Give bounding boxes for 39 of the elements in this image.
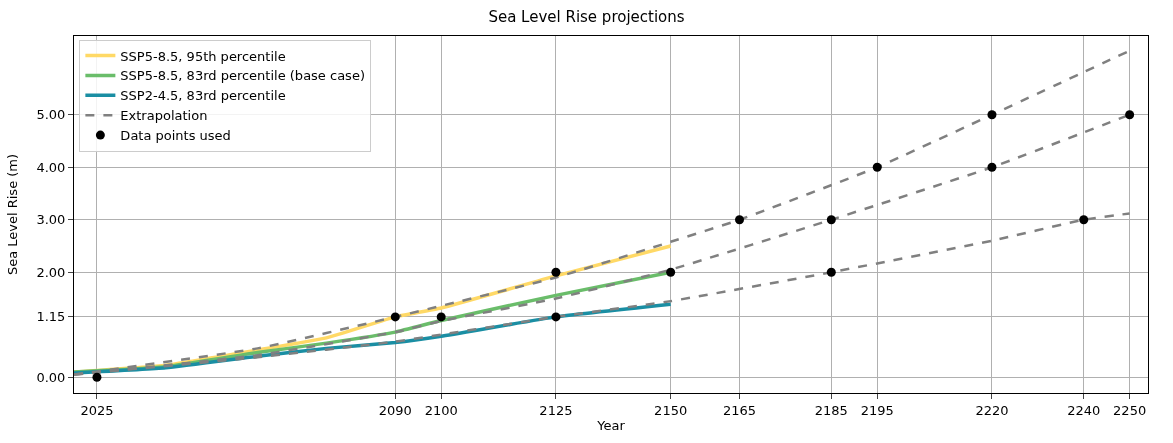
x-axis-title: Year — [596, 418, 626, 434]
point — [1125, 110, 1135, 120]
y-tick-label: 5.00 — [36, 107, 66, 123]
y-axis-title: Sea Level Rise (m) — [5, 153, 21, 276]
point — [872, 162, 882, 172]
point — [1079, 215, 1089, 225]
legend-label: SSP2-4.5, 83rd percentile — [120, 88, 286, 104]
point — [666, 267, 676, 277]
point — [987, 110, 997, 120]
x-tick-label: 2185 — [814, 402, 848, 418]
chart-title: Sea Level Rise projections — [488, 7, 685, 26]
x-tick-label: 2125 — [539, 402, 573, 418]
point — [826, 267, 836, 277]
point — [436, 312, 446, 322]
x-tick-label: 2100 — [424, 402, 458, 418]
point — [826, 215, 836, 225]
x-tick-label: 2240 — [1067, 402, 1101, 418]
y-tick-label: 2.00 — [36, 264, 66, 280]
x-tick-label: 2165 — [722, 402, 757, 418]
x-tick-label: 2250 — [1113, 402, 1147, 418]
legend-label: Data points used — [120, 128, 231, 144]
x-tick-label: 2195 — [860, 402, 894, 418]
x-tick-label: 2090 — [378, 402, 412, 418]
point — [735, 215, 745, 225]
legend-label: SSP5-8.5, 83rd percentile (base case) — [120, 68, 365, 84]
x-tick-label: 2025 — [80, 402, 114, 418]
point — [390, 312, 400, 322]
y-tick-label: 4.00 — [36, 159, 66, 175]
x-tick-label: 2220 — [975, 402, 1009, 418]
legend-label: Extrapolation — [120, 108, 208, 124]
point — [551, 267, 561, 277]
point — [92, 372, 102, 382]
point — [987, 162, 997, 172]
legend-label: SSP5-8.5, 95th percentile — [120, 48, 286, 64]
y-tick-label: 1.15 — [36, 309, 66, 325]
point — [551, 312, 561, 322]
y-tick-label: 3.00 — [36, 212, 66, 228]
x-tick-label: 2150 — [654, 402, 688, 418]
y-tick-label: 0.00 — [36, 369, 66, 385]
